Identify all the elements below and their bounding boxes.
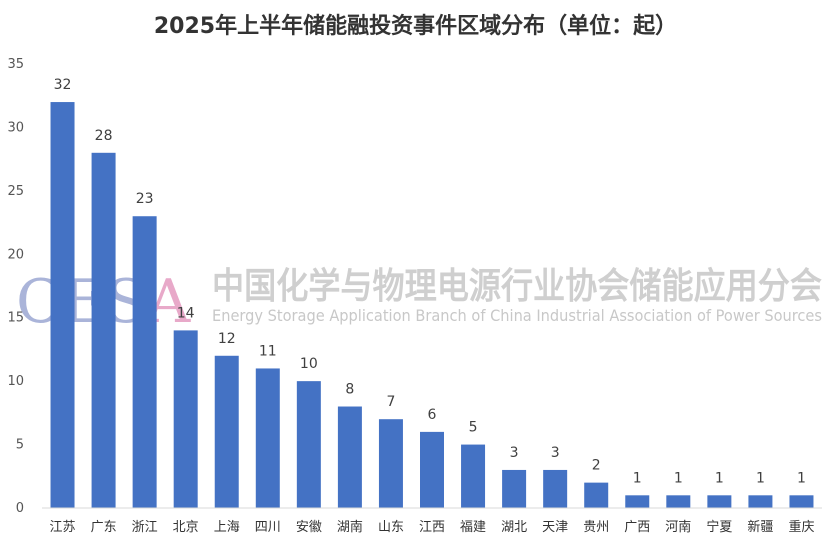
y-tick-label: 0 (16, 501, 24, 516)
data-label: 3 (551, 445, 560, 461)
x-tick-label: 四川 (255, 520, 281, 535)
bar (707, 495, 732, 508)
bar (337, 406, 362, 508)
x-tick-label: 宁夏 (706, 519, 732, 535)
x-tick-label: 贵州 (583, 520, 609, 535)
x-tick-label: 北京 (173, 520, 199, 535)
y-tick-label: 25 (7, 184, 24, 199)
bar (214, 355, 239, 508)
bar (461, 444, 486, 508)
data-label: 3 (510, 445, 519, 461)
data-label: 8 (345, 382, 354, 398)
data-label: 6 (428, 407, 437, 423)
chart-title: 2025年上半年储能融投资事件区域分布（单位：起） (153, 14, 678, 39)
data-label: 1 (674, 470, 683, 486)
bar (584, 482, 609, 508)
bar (789, 495, 814, 508)
data-label: 23 (136, 191, 154, 207)
bar (748, 495, 773, 508)
x-tick-label: 天津 (542, 520, 568, 535)
y-tick-label: 30 (7, 120, 24, 135)
watermark-cn-text: 中国化学与物理电源行业协会储能应用分会 (212, 265, 822, 307)
data-label: 1 (633, 470, 642, 486)
x-tick-label: 湖南 (337, 519, 363, 535)
y-tick-label: 5 (16, 438, 24, 453)
data-label: 11 (259, 343, 277, 359)
bar (91, 152, 116, 509)
y-tick-label: 20 (7, 247, 24, 262)
data-label: 1 (797, 470, 806, 486)
data-label: 2 (592, 458, 601, 474)
data-label: 12 (218, 331, 236, 347)
data-label: 10 (300, 356, 318, 372)
data-label: 28 (95, 128, 113, 144)
bar (543, 469, 568, 508)
x-tick-label: 广东 (91, 520, 117, 535)
data-label: 14 (177, 305, 195, 321)
x-tick-label: 上海 (214, 520, 240, 535)
bar (255, 368, 280, 508)
bar (625, 495, 650, 508)
x-tick-label: 湖北 (501, 520, 527, 535)
bar (173, 330, 198, 508)
data-label: 32 (54, 77, 72, 93)
bar (666, 495, 691, 508)
x-tick-label: 新疆 (747, 519, 773, 535)
x-tick-label: 安徽 (296, 520, 322, 535)
x-tick-label: 浙江 (132, 520, 158, 535)
x-tick-label: 河南 (665, 519, 691, 535)
y-tick-label: 10 (7, 374, 24, 389)
y-tick-label: 35 (7, 57, 24, 72)
data-label: 7 (386, 394, 395, 410)
x-tick-label: 福建 (460, 520, 486, 535)
y-tick-label: 15 (7, 311, 24, 326)
bar (420, 431, 444, 508)
x-tick-label: 山东 (378, 520, 404, 535)
bar (502, 469, 527, 508)
data-label: 5 (469, 420, 478, 436)
bar (378, 419, 403, 508)
x-tick-label: 重庆 (788, 519, 814, 535)
x-tick-label: 广西 (624, 520, 650, 535)
data-label: 1 (715, 470, 724, 486)
x-tick-label: 江苏 (50, 519, 76, 535)
data-label: 1 (756, 470, 765, 486)
bar (296, 381, 321, 508)
watermark-en-text: Energy Storage Application Branch of Chi… (212, 306, 822, 325)
bar (132, 216, 157, 508)
bar (50, 102, 75, 509)
x-tick-label: 江西 (419, 520, 445, 535)
